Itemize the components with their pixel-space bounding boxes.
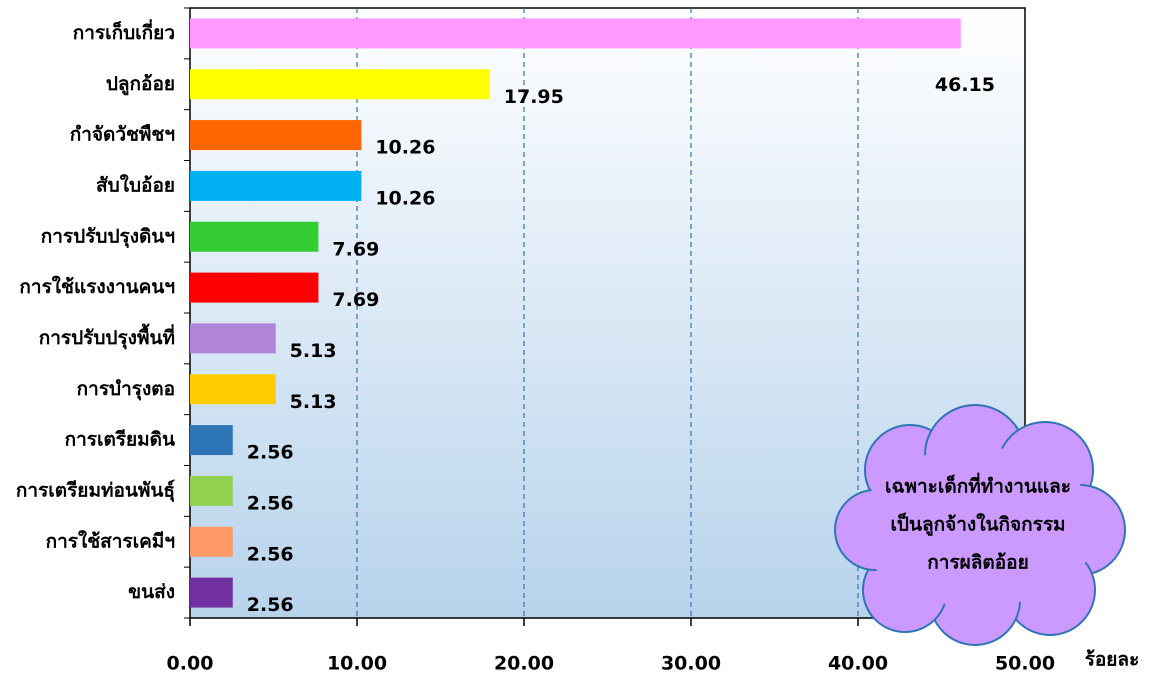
value-label: 2.56	[247, 492, 294, 514]
y-tick-label: การปรับปรุงพื้นที่	[39, 323, 175, 350]
annotation: เป็นลูกจ้างในกิจกรรม	[890, 512, 1065, 537]
bar	[190, 120, 362, 151]
y-tick-label: การใช้สารเคมีฯ	[46, 529, 175, 552]
value-label: 46.15	[935, 74, 995, 96]
x-tick-label: 10.00	[327, 653, 387, 675]
y-tick-label: การเตรียมท่อนพันธุ์	[16, 479, 175, 502]
x-tick-label: 20.00	[494, 653, 554, 675]
value-label: 7.69	[332, 289, 379, 311]
value-label: 5.13	[290, 391, 337, 413]
bar	[190, 475, 233, 506]
y-tick-label: การเตรียมดิน	[65, 429, 175, 451]
value-label: 5.13	[290, 340, 337, 362]
value-label: 2.56	[247, 442, 294, 464]
bar	[190, 425, 233, 456]
x-tick-label: 0.00	[167, 653, 214, 675]
annotation: การผลิตอ้อย	[927, 552, 1028, 574]
value-label: 2.56	[247, 594, 294, 616]
bar	[190, 374, 276, 405]
y-tick-label: กำจัดวัชพืชฯ	[70, 124, 175, 146]
y-tick-label: ปลูกอ้อย	[106, 73, 175, 96]
value-label: 2.56	[247, 543, 294, 565]
y-tick-label: สับใบอ้อย	[96, 173, 175, 196]
cloud	[834, 404, 1126, 646]
y-tick-label: ขนส่ง	[128, 581, 175, 603]
bar	[190, 69, 490, 100]
y-tick-label: การปรับปรุงดินฯ	[41, 225, 175, 248]
bar	[190, 577, 233, 608]
bar	[190, 526, 233, 557]
y-tick-label: การบำรุงตอ	[77, 378, 175, 401]
bar	[190, 18, 961, 49]
x-tick-label: 30.00	[661, 653, 721, 675]
x-axis-label: ร้อยละ	[1085, 649, 1140, 671]
y-tick-label: การเก็บเกี่ยว	[73, 19, 175, 44]
annotation: เฉพาะเด็กที่ทำงานและ	[885, 473, 1071, 498]
bar	[190, 272, 319, 303]
y-tick-label: การใช้แรงงานคนฯ	[19, 275, 175, 298]
value-label: 7.69	[332, 238, 379, 260]
marks: 46.15 17.95 10.26 10.26 7.69 7.69 5.13 5.13 2.56…	[184, 7, 1026, 626]
bar	[190, 323, 276, 354]
bar	[190, 170, 362, 201]
value-label: 17.95	[504, 86, 564, 108]
value-label: 10.26	[375, 187, 435, 209]
value-label: 10.26	[375, 137, 435, 159]
x-tick-label: 40.00	[828, 653, 888, 675]
x-tick-label: 50.00	[995, 653, 1055, 675]
bar	[190, 221, 319, 252]
